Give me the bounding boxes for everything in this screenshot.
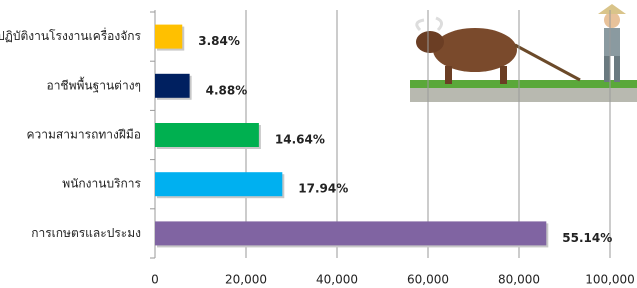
x-tick-label: 100,000 [585, 273, 635, 287]
ox-horns [417, 18, 442, 30]
x-tick-label: 80,000 [498, 273, 540, 287]
ox-leg [500, 66, 507, 84]
value-label: 4.88% [206, 83, 248, 97]
x-tick-label: 40,000 [316, 273, 358, 287]
ox-leg [445, 66, 452, 84]
y-tick-label: พนักงานบริการ [62, 177, 141, 191]
x-tick-label: 0 [151, 273, 159, 287]
bar [155, 74, 190, 98]
grass [410, 80, 637, 88]
value-label: 3.84% [198, 34, 240, 48]
y-tick-label: ความสามารถทางฝีมือ [27, 128, 142, 142]
farmer-body [604, 28, 620, 56]
x-tick-label: 20,000 [225, 273, 267, 287]
bar [155, 25, 182, 49]
farmer-hat [598, 4, 626, 14]
chart: 0 20,000 40,000 60,000 80,000 100,000 ปฏิบัติง… [0, 0, 637, 288]
farmer-head [604, 12, 620, 28]
ox-body [433, 28, 517, 72]
x-tick-label: 60,000 [407, 273, 449, 287]
farmer-leg [614, 56, 620, 82]
value-label: 55.14% [562, 231, 612, 245]
farmer-leg [604, 56, 610, 82]
bar [155, 221, 546, 245]
value-label: 17.94% [298, 182, 348, 196]
bar [155, 172, 282, 196]
illustration [410, 4, 637, 102]
plough [515, 45, 580, 80]
y-tick-label: ปฏิบัติงานโรงงานเครื่องจักร [0, 27, 142, 43]
y-tick-label: การเกษตรและประมง [31, 226, 141, 240]
ground [410, 86, 637, 102]
value-label: 14.64% [275, 133, 325, 147]
ox-head [416, 31, 444, 53]
bar [155, 123, 259, 147]
y-tick-label: อาชีพพื้นฐานต่างๆ [46, 76, 141, 92]
